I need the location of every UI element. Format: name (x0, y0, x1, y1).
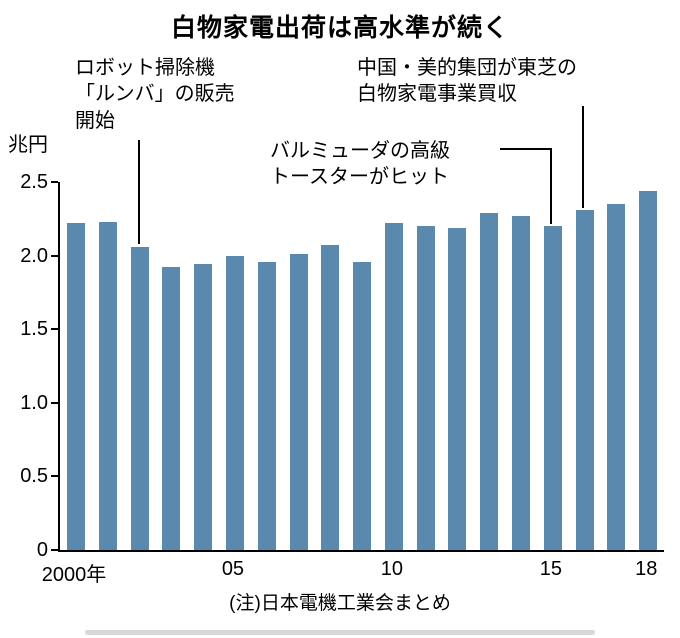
bar-2007 (289, 254, 308, 550)
y-tick-mark (51, 401, 58, 404)
bar-2014 (512, 215, 531, 550)
x-tick-label: 2000年 (41, 564, 107, 586)
y-tick-label: 2.0 (20, 244, 48, 267)
bar-2005 (225, 255, 244, 550)
bar-2017 (607, 204, 626, 550)
y-tick-mark (51, 181, 58, 183)
bar-2008 (321, 245, 340, 550)
y-tick-mark (51, 328, 58, 331)
bar-2004 (194, 264, 213, 550)
annotation-balmuda: バルミューダの高級 トースターがヒット (270, 140, 450, 189)
bar-2016 (575, 209, 594, 550)
y-tick-label: 1.5 (20, 318, 48, 341)
chart-title: 白物家電出荷は高水準が続く (170, 14, 509, 42)
bar-2006 (257, 261, 276, 550)
y-tick-label: 1.0 (20, 391, 48, 414)
x-tick-label: 05 (221, 558, 245, 580)
bar-2012 (448, 227, 467, 550)
bar-2009 (353, 261, 372, 550)
annotation-line-roomba (138, 140, 140, 244)
y-tick-label: 2.5 (20, 171, 48, 193)
x-tick-label: 10 (380, 558, 404, 580)
annotation-roomba: ロボット掃除機 「ルンバ」の販売 開始 (75, 57, 235, 132)
bar-2003 (162, 267, 181, 550)
annotation-midea: 中国・美的集団が東芝の 白物家電事業買収 (357, 57, 577, 106)
annotation-line-midea (582, 106, 584, 208)
y-tick-mark (51, 475, 58, 478)
y-axis-unit-label: 兆円 (8, 134, 48, 156)
annotation-line-balmuda-horizontal (500, 148, 552, 150)
y-tick-mark (51, 254, 58, 257)
x-tick-label: 18 (635, 558, 658, 580)
y-tick-label: 0.5 (20, 465, 48, 488)
bar-2011 (416, 226, 435, 550)
bar-2001 (98, 221, 117, 550)
plot-area (58, 182, 664, 552)
bottom-divider (85, 630, 595, 635)
bar-2018 (639, 190, 658, 550)
bar-2002 (130, 246, 149, 550)
x-tick-label: 15 (539, 558, 562, 580)
bar-2000 (67, 223, 85, 550)
bar-2013 (480, 212, 499, 550)
y-tick-label: 0 (36, 539, 48, 561)
source-note: (注)日本電機工業会まとめ (229, 593, 451, 614)
y-tick-mark (51, 549, 58, 551)
annotation-line-balmuda-vertical (550, 148, 552, 224)
bar-2015 (543, 226, 562, 550)
bar-2010 (384, 223, 403, 550)
